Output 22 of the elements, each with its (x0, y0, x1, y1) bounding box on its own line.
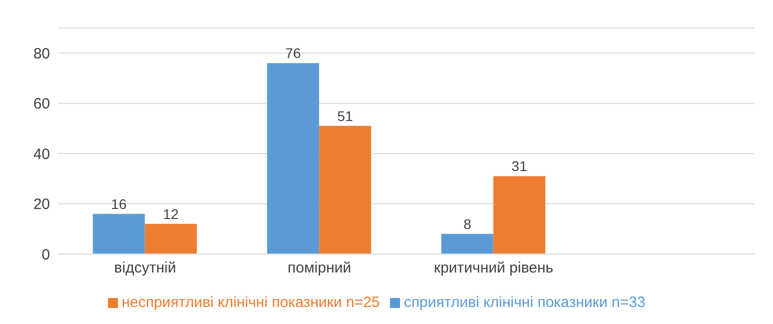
data-label: 31 (512, 158, 528, 174)
data-label: 8 (463, 216, 472, 232)
x-tick-label: відсутній (114, 260, 176, 277)
data-label: 76 (285, 45, 302, 62)
bar (144, 224, 197, 254)
y-tick-label: 60 (33, 96, 50, 113)
data-label: 16 (111, 196, 127, 212)
legend-label: сприятливі клінічні показники n=33 (404, 294, 646, 311)
bar (267, 63, 320, 254)
bar (441, 234, 494, 254)
x-tick-label: помірний (288, 260, 352, 277)
bar (493, 176, 546, 254)
data-label: 51 (337, 108, 354, 124)
y-tick-label: 20 (33, 196, 50, 214)
legend-label: несприятливі клінічні показники n=25 (122, 294, 380, 311)
bar (319, 126, 372, 254)
y-tick-label: 80 (33, 45, 50, 62)
bar (92, 214, 145, 254)
y-tick-label: 0 (42, 246, 50, 264)
y-tick-label: 40 (33, 146, 50, 163)
x-tick-label: критичний рівень (434, 260, 554, 277)
data-label: 12 (163, 206, 179, 222)
